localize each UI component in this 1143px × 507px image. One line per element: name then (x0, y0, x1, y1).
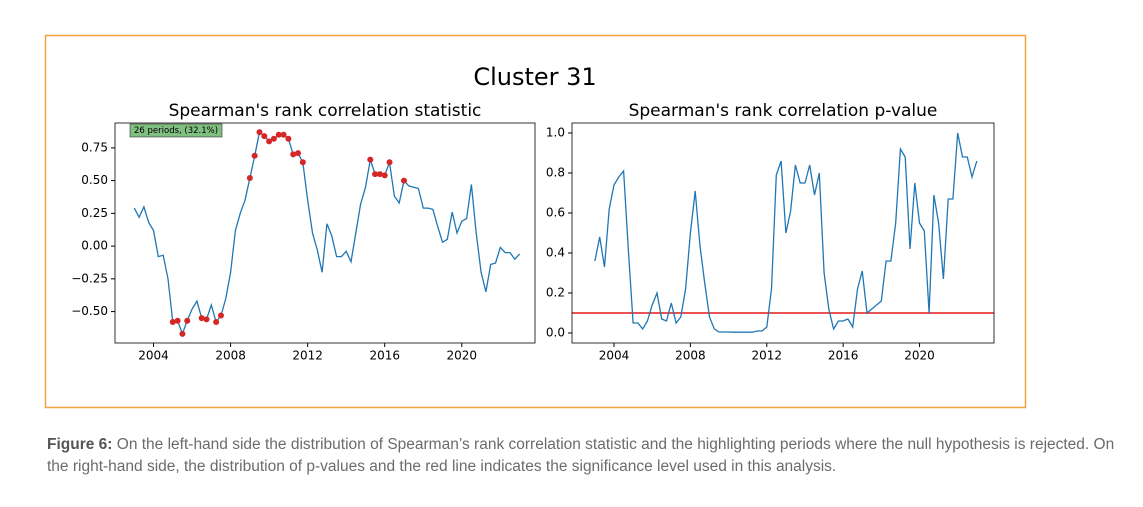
series-line (133, 131, 521, 336)
x-tick-label: 2016 (828, 349, 859, 363)
highlight-point (203, 316, 210, 323)
y-tick-label: −0.25 (71, 271, 108, 285)
x-tick-label: 2020 (904, 349, 935, 363)
figure-border (44, 34, 1027, 409)
caption-label: Figure 6: (47, 436, 113, 453)
highlight-point (290, 151, 297, 158)
highlight-point (169, 319, 176, 326)
highlight-point (299, 159, 306, 166)
y-tick-label: 0.75 (81, 140, 108, 154)
plot-frame (571, 122, 995, 344)
y-tick-label: 0.4 (546, 246, 565, 260)
highlight-point (246, 175, 253, 181)
highlight-point (280, 131, 287, 138)
x-tick-label: 2008 (215, 349, 246, 363)
y-tick-label: 0.00 (81, 239, 108, 253)
x-tick-label: 2012 (751, 349, 782, 363)
highlight-point (256, 129, 263, 136)
x-tick-label: 2012 (292, 349, 323, 363)
x-tick-label: 2004 (138, 349, 169, 363)
highlight-point (285, 135, 292, 142)
highlight-point (179, 330, 186, 337)
highlight-point (217, 312, 224, 319)
series-line (594, 132, 978, 333)
x-tick-label: 2004 (599, 349, 630, 363)
highlight-point (372, 171, 379, 178)
highlight-point (251, 152, 258, 159)
x-tick-label: 2008 (675, 349, 706, 363)
highlight-point (400, 177, 407, 184)
figure: Cluster 31 Spearman's rank correlation s… (44, 34, 1027, 409)
highlight-point (213, 319, 220, 326)
chart-title: Spearman's rank correlation p-value (629, 101, 938, 121)
y-tick-label: 0.6 (546, 206, 565, 220)
x-tick-label: 2016 (369, 349, 400, 363)
chart-title: Spearman's rank correlation statistic (169, 101, 482, 121)
y-tick-label: 0.50 (81, 173, 108, 187)
highlight-point (266, 138, 273, 145)
highlight-point (381, 172, 388, 179)
highlight-point (275, 131, 282, 138)
y-tick-label: 0.2 (546, 286, 565, 300)
y-tick-label: 0.0 (546, 326, 565, 340)
highlight-point (386, 159, 393, 166)
y-tick-label: 1.0 (546, 126, 565, 140)
highlight-point (184, 317, 191, 324)
highlight-point (376, 171, 383, 178)
y-tick-label: 0.25 (81, 206, 108, 220)
highlight-point (174, 317, 181, 324)
x-tick-label: 2020 (447, 349, 478, 363)
highlight-point (367, 156, 374, 163)
caption-text: On the left-hand side the distribution o… (47, 436, 1115, 475)
annotation-box (129, 123, 223, 138)
highlight-point (261, 133, 268, 140)
y-tick-label: 0.8 (546, 166, 565, 180)
annotation: 26 periods, (32.1%) (134, 126, 218, 136)
highlight-point (198, 315, 205, 322)
caption: Figure 6: On the left-hand side the dist… (47, 434, 1117, 478)
highlight-point (295, 150, 302, 157)
figure-title: Cluster 31 (473, 63, 596, 91)
y-tick-label: −0.50 (71, 304, 108, 318)
highlight-point (270, 135, 277, 142)
plot-frame (114, 122, 536, 344)
